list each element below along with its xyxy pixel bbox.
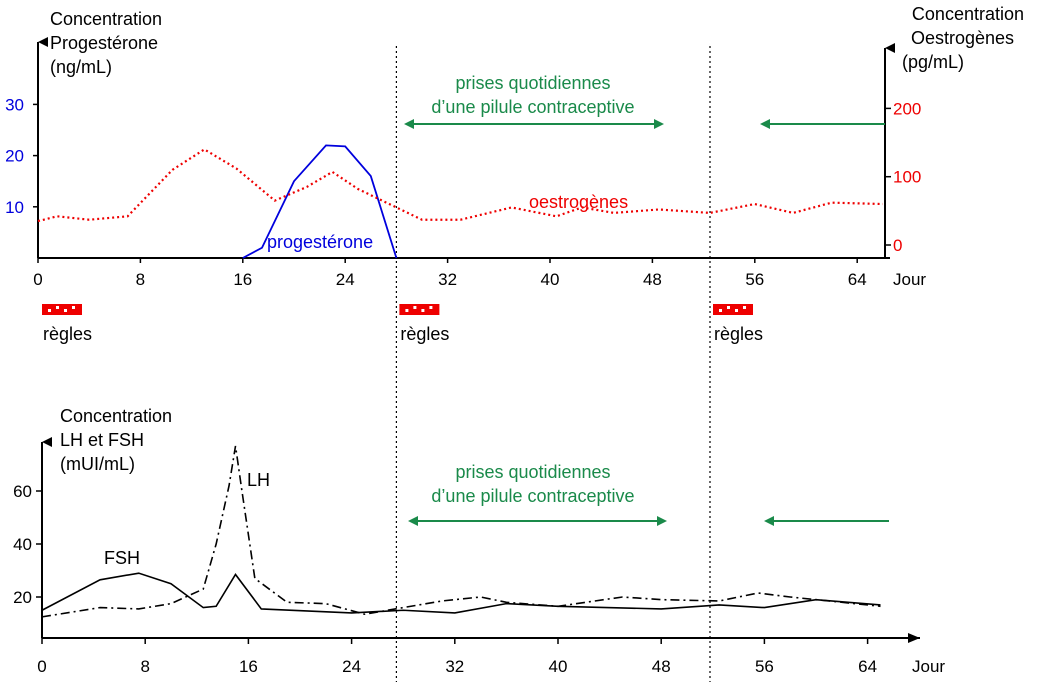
regles-marker: règles [42,304,92,344]
bottom-y-tick-label: 60 [13,482,32,501]
bottom-y-ticks: 20 40 60 [13,482,42,607]
series-label-oestrogens: oestrogènes [529,192,628,212]
top-pill-annotation-2: d’une pilule contraceptive [431,97,634,117]
top-pill-arrow-left [760,119,885,129]
series-label-progesterone: progestérone [267,232,373,252]
top-y-left-label-3: (ng/mL) [50,57,112,77]
top-y-left-label-1: Concentration [50,9,162,29]
bottom-y-label-2: LH et FSH [60,430,144,450]
top-y-right-label-3: (pg/mL) [902,52,964,72]
top-x-tick-label: 0 [33,270,42,289]
top-y-left-tick-label: 20 [5,147,24,166]
bottom-x-tick-label: 24 [342,657,361,676]
top-x-unit: Jour [893,270,926,289]
bottom-x-tick-label: 56 [755,657,774,676]
series-label-lh: LH [247,470,270,490]
bottom-chart: Concentration LH et FSH (mUI/mL) 0 8 16 24 3… [13,406,945,676]
series-label-fsh: FSH [104,548,140,568]
bottom-x-tick-label: 64 [858,657,877,676]
top-pill-annotation-1: prises quotidiennes [455,73,610,93]
series-line-lh [41,445,881,618]
bottom-series [41,445,881,618]
top-y-right-tick-label: 0 [893,236,902,255]
top-y-right-ticks: 0 100 200 [885,99,921,255]
bottom-pill-arrow-left [764,516,889,526]
top-series [37,144,883,259]
bottom-x-tick-label: 16 [239,657,258,676]
series-line-progesterone [242,144,398,259]
bottom-pill-annotation-1: prises quotidiennes [455,462,610,482]
top-x-tick-label: 32 [438,270,457,289]
bottom-y-label-3: (mUI/mL) [60,454,135,474]
top-x-tick-label: 40 [541,270,560,289]
regles-label: règles [714,324,763,344]
cycle-boundaries [395,46,711,682]
bottom-pill-annotation-2: d’une pilule contraceptive [431,486,634,506]
top-y-right-tick-label: 100 [893,168,921,187]
bottom-x-tick-label: 40 [549,657,568,676]
top-x-tick-label: 8 [136,270,145,289]
series-line-oestrogens [37,148,883,223]
top-y-right-tick-label: 200 [893,99,921,118]
top-chart: Concentration Progestérone (ng/mL) Conce… [5,4,1024,682]
regles-marker: règles [399,304,449,344]
top-y-left-ticks: 10 20 30 [5,95,38,217]
bottom-x-unit: Jour [912,657,945,676]
top-y-left-label-2: Progestérone [50,33,158,53]
bottom-x-tick-label: 0 [37,657,46,676]
top-x-tick-label: 56 [745,270,764,289]
bottom-x-tick-label: 8 [140,657,149,676]
top-x-tick-label: 16 [233,270,252,289]
top-x-tick-label: 64 [848,270,867,289]
top-pill-arrow-double [404,119,664,129]
regles-marker: règles [713,304,763,344]
top-x-tick-label: 24 [336,270,355,289]
top-y-right-label-1: Concentration [912,4,1024,24]
bottom-y-tick-label: 20 [13,588,32,607]
bottom-x-ticks: 0 8 16 24 32 40 48 56 64 [37,638,877,676]
bottom-y-label-1: Concentration [60,406,172,426]
top-y-left-tick-label: 30 [5,95,24,114]
bottom-pill-arrow-double [408,516,667,526]
bottom-x-tick-label: 48 [652,657,671,676]
top-y-right-label-2: Oestrogènes [911,28,1014,48]
top-x-tick-label: 48 [643,270,662,289]
bottom-y-tick-label: 40 [13,535,32,554]
top-x-ticks: 0 8 16 24 32 40 48 56 64 [33,258,867,289]
regles-label: règles [43,324,92,344]
regles-label: règles [400,324,449,344]
series-line-fsh [41,572,881,614]
bottom-x-tick-label: 32 [445,657,464,676]
regles-markers: règles règles règles [42,304,763,344]
top-y-left-tick-label: 10 [5,198,24,217]
